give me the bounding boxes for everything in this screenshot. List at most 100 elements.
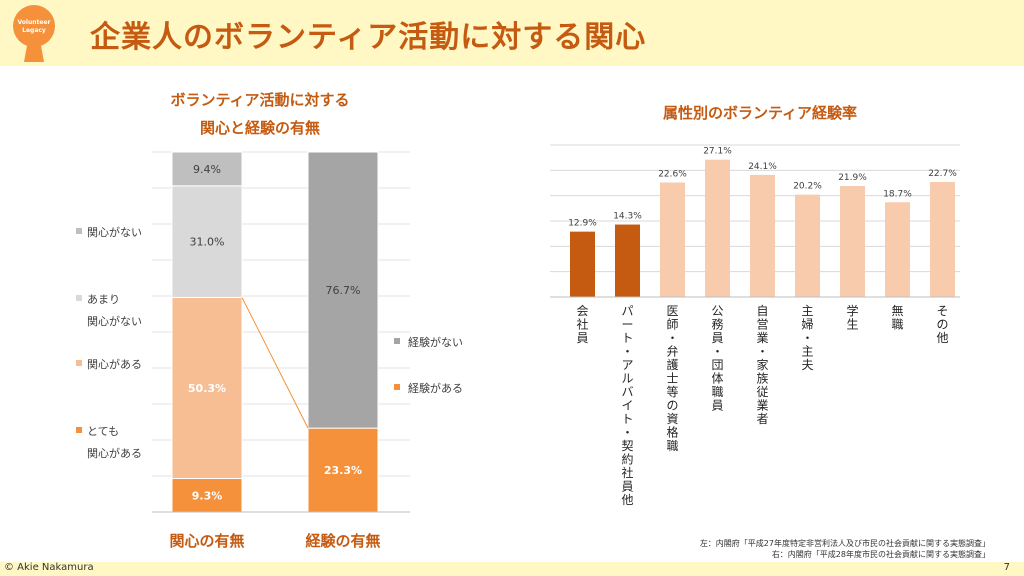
value-label: 21.9%: [838, 173, 867, 183]
left-stacked-bar-chart: 9.3% 50.3% 31.0% 9.4% 23.3% 76.7% 関心の有無 経験の有無 関心…: [76, 151, 463, 550]
category-label: 関心の有無: [169, 532, 244, 550]
category-label-char: ・: [621, 345, 633, 359]
category-label-char: 員: [576, 331, 588, 345]
category-label-char: 夫: [801, 358, 813, 372]
legend-label: 関心がある: [87, 446, 142, 460]
value-label: 12.9%: [568, 219, 597, 229]
left-chart-title: ボランティア活動に対する 関心と経験の有無: [140, 86, 380, 142]
data-label: 31.0%: [190, 236, 225, 249]
category-label-char: ・: [711, 345, 723, 359]
category-label-char: そ: [936, 304, 948, 318]
category-label-char: 務: [711, 318, 723, 332]
bar-segment: [171, 296, 243, 480]
category-label-char: の: [666, 399, 678, 413]
right-bar-chart: 12.9%会社員14.3%パート・アルバイト・契約社員他22.6%医師・弁護士等…: [550, 144, 960, 507]
category-label-char: 生: [846, 318, 858, 332]
bar: [660, 182, 685, 297]
legend-swatch: [76, 427, 82, 433]
legend-swatch: [76, 295, 82, 301]
data-label: 50.3%: [188, 382, 226, 395]
bar: [885, 202, 910, 297]
legend-label: とても: [87, 425, 119, 438]
category-label-char: ー: [621, 318, 633, 332]
connector-line: [241, 297, 309, 429]
data-label: 23.3%: [324, 464, 362, 477]
svg-text:Legacy: Legacy: [22, 27, 46, 34]
category-label-char: ア: [621, 358, 633, 372]
left-chart-title-line1: ボランティア活動に対する: [170, 91, 350, 109]
bar-segment: [171, 151, 243, 187]
legend-swatch: [394, 384, 400, 390]
svg-text:Volunteer: Volunteer: [17, 19, 50, 26]
category-label-char: ・: [756, 345, 768, 359]
volunteer-legacy-logo-icon: Volunteer Legacy: [13, 5, 55, 62]
category-label-char: 護: [666, 357, 678, 372]
category-label-char: 業: [756, 399, 768, 413]
value-label: 14.3%: [613, 212, 642, 222]
legend-swatch: [76, 360, 82, 366]
category-label-char: 公: [711, 304, 723, 318]
source-note-right: 右：内閣府「平成28年度市民の社会貢献に関する実態調査」: [771, 550, 990, 559]
category-label-char: 団: [711, 358, 723, 372]
data-label: 76.7%: [326, 284, 361, 297]
category-label-char: 等: [666, 385, 678, 399]
value-label: 18.7%: [883, 189, 912, 199]
category-label-char: 師: [666, 318, 678, 332]
category-label-char: 他: [621, 493, 633, 507]
category-label-char: 学: [846, 303, 858, 318]
category-label-char: 資: [666, 412, 678, 426]
page-title: 企業人のボランティア活動に対する関心: [90, 20, 647, 55]
category-label-char: 自: [756, 304, 768, 318]
value-label: 22.6%: [658, 169, 687, 179]
source-note-left: 左：内閣府「平成27年度特定非営利法人及び市民の社会貢献に関する実態調査」: [699, 539, 990, 548]
value-label: 27.1%: [703, 147, 732, 157]
page-number: 7: [1003, 562, 1010, 573]
category-label-char: 従: [756, 385, 768, 399]
category-label-char: イ: [621, 399, 633, 413]
category-label-char: 体: [711, 372, 723, 386]
category-label-char: パ: [621, 304, 633, 318]
category-label-char: 員: [621, 480, 633, 494]
category-label-char: 無: [891, 303, 903, 318]
bar: [840, 186, 865, 297]
category-label-char: 弁: [666, 344, 678, 359]
legend-swatch: [394, 338, 400, 344]
category-label-char: ト: [621, 412, 633, 426]
category-label-char: 主: [801, 304, 813, 318]
source-notes: 左：内閣府「平成27年度特定非営利法人及び市民の社会貢献に関する実態調査」 右：…: [700, 538, 990, 560]
category-label-char: 格: [666, 425, 678, 440]
bar-segment: [171, 185, 243, 298]
bar: [930, 181, 955, 297]
bar-segment: [307, 427, 379, 513]
legend-swatch: [76, 228, 82, 234]
category-label-char: の: [936, 318, 948, 332]
category-label: 経験の有無: [305, 532, 380, 550]
value-label: 20.2%: [793, 182, 822, 192]
category-label-char: 員: [711, 399, 723, 413]
header-bar: Volunteer Legacy 企業人のボランティア活動に対する関心: [0, 0, 1024, 66]
left-chart-title-line2: 関心と経験の有無: [199, 119, 320, 137]
category-label-char: ・: [666, 331, 678, 345]
category-label-char: 職: [666, 439, 678, 453]
category-label-char: 他: [936, 331, 948, 345]
copyright-text: © Akie Nakamura: [4, 562, 94, 573]
category-label-char: 医: [666, 304, 678, 318]
category-label-char: 主: [801, 345, 813, 359]
bar: [750, 174, 775, 297]
category-label-char: 者: [756, 412, 768, 426]
category-label-char: バ: [621, 385, 633, 399]
category-label-char: ル: [621, 372, 633, 386]
bar: [795, 194, 820, 297]
legend-label: 関心がない: [87, 225, 142, 239]
legend-label: 関心がある: [87, 357, 142, 371]
category-label-char: 婦: [801, 317, 813, 332]
category-label-char: 営: [756, 318, 768, 332]
category-label-char: 社: [621, 465, 633, 480]
category-label-char: 約: [621, 452, 633, 467]
bar: [705, 159, 730, 297]
category-label-char: ・: [801, 331, 813, 345]
category-label-char: 契: [621, 439, 633, 453]
right-chart-title: 属性別のボランティア経験率: [662, 104, 858, 122]
category-label-char: 士: [666, 372, 678, 386]
data-label: 9.4%: [193, 163, 221, 176]
